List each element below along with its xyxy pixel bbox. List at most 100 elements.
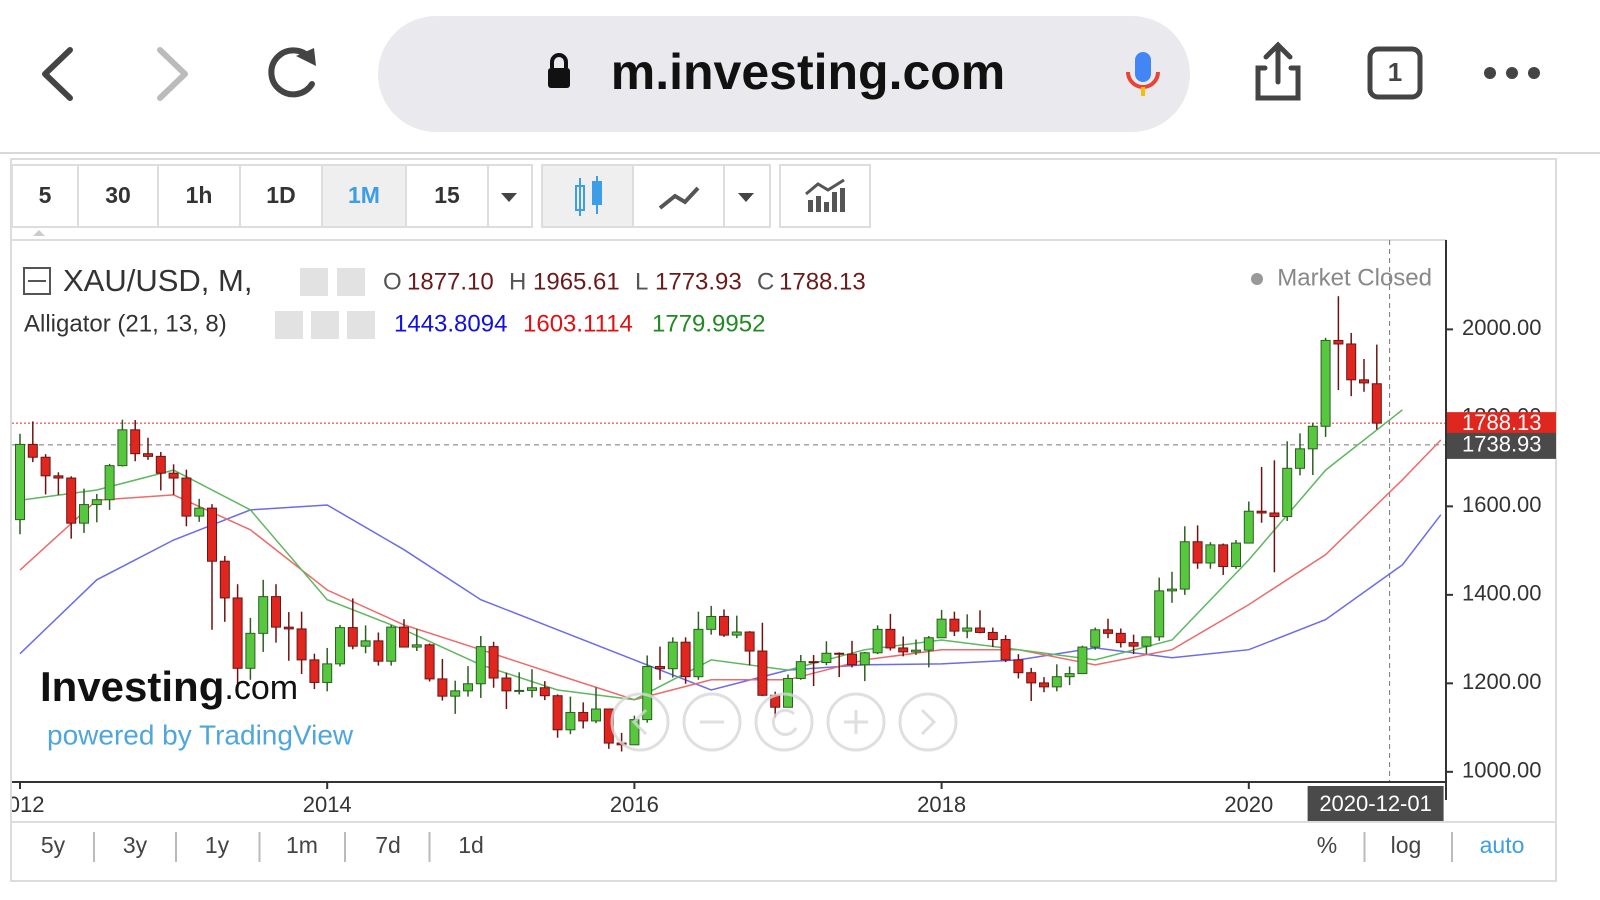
zoom-controls[interactable]	[610, 692, 958, 752]
candle-body	[296, 628, 307, 661]
candle-body	[1359, 379, 1369, 384]
x-tick-label: 2020	[1224, 792, 1273, 817]
candle-body	[373, 640, 384, 662]
interval-button[interactable]	[405, 164, 489, 228]
candle-body	[1141, 636, 1152, 647]
candle-body	[1115, 632, 1126, 644]
type-dropdown[interactable]	[738, 193, 754, 202]
candle-body	[898, 647, 909, 653]
interval-button[interactable]	[239, 164, 323, 228]
candle-body	[168, 472, 179, 479]
ohlc-value: 1773.93	[655, 268, 742, 295]
candle-body	[1346, 343, 1357, 381]
candle-body	[1051, 676, 1062, 688]
candle-body	[565, 712, 576, 731]
candle-body	[1307, 425, 1318, 450]
candle-body	[821, 652, 832, 664]
tabs-button[interactable]	[1367, 46, 1423, 100]
range-button[interactable]: 7d	[375, 832, 401, 858]
candle-body	[1320, 339, 1331, 427]
candle-body	[53, 475, 64, 479]
candle-body	[719, 616, 729, 636]
candle-body	[1077, 646, 1088, 675]
scale-option[interactable]: auto	[1480, 832, 1525, 858]
candle-body	[1295, 448, 1305, 469]
ohlc-value: 1788.13	[779, 268, 866, 295]
range-button[interactable]: 5y	[41, 832, 66, 858]
interval-label: 1D	[266, 182, 295, 208]
candle-body	[347, 627, 358, 647]
candle-body	[731, 631, 742, 636]
candle-body	[27, 443, 38, 458]
candles-button[interactable]	[543, 166, 633, 226]
candle-body	[322, 663, 333, 683]
interval-button[interactable]	[157, 164, 241, 228]
mic-icon[interactable]	[1126, 52, 1160, 96]
candle-body	[219, 560, 230, 599]
indicators-button[interactable]	[779, 164, 871, 228]
watermark-tagline: powered by TradingView	[47, 719, 354, 750]
share-button[interactable]	[1255, 41, 1301, 101]
candle-body	[66, 477, 77, 524]
candle-body	[872, 628, 883, 654]
candle-body	[885, 628, 896, 649]
interval-button[interactable]	[11, 164, 79, 228]
candle-body	[15, 443, 25, 521]
candle-body	[514, 689, 525, 692]
candle-body	[795, 661, 806, 679]
candle-body	[130, 429, 141, 455]
scale-option[interactable]: %	[1317, 832, 1337, 858]
candle-body	[987, 631, 998, 641]
candle-body	[1192, 541, 1203, 564]
candle-body	[923, 637, 934, 651]
y-tick-label: 1600.00	[1462, 492, 1542, 517]
ohlc-key: L	[635, 268, 648, 295]
line-button[interactable]	[658, 186, 700, 210]
indicator-name: Alligator (21, 13, 8)	[24, 310, 227, 337]
dropdown-arrow	[501, 193, 517, 202]
candle-body	[591, 708, 601, 722]
indicator-line	[19, 409, 1403, 701]
candle-body	[258, 596, 269, 634]
ohlc-key: C	[757, 268, 774, 295]
lock-icon	[548, 53, 570, 88]
indicator-value: 1779.9952	[652, 310, 765, 337]
candle-body	[527, 687, 537, 691]
candle-body	[1218, 544, 1229, 568]
candle-body	[309, 659, 320, 683]
crosshair-price-box	[1447, 432, 1556, 459]
plot-area	[12, 240, 1446, 782]
symbol: XAU/USD, M,	[63, 263, 252, 298]
range-button[interactable]: 1m	[286, 832, 318, 858]
interval-label: 30	[105, 182, 131, 208]
candle-body	[859, 652, 870, 666]
forward-button[interactable]	[157, 47, 188, 101]
range-button[interactable]: 3y	[123, 832, 148, 858]
scale-option[interactable]: log	[1391, 832, 1422, 858]
address-bar[interactable]	[378, 16, 1190, 132]
candle-body	[847, 653, 857, 666]
back-button[interactable]	[42, 47, 73, 101]
candle-body	[1231, 542, 1241, 568]
candle-body	[1013, 659, 1024, 674]
candle-body	[680, 641, 691, 678]
candle-body	[834, 652, 845, 655]
candle-body	[475, 646, 486, 685]
candle-body	[667, 641, 678, 670]
candle-body	[386, 626, 397, 662]
interval-button[interactable]	[321, 164, 407, 228]
candle-body	[539, 687, 550, 697]
range-button[interactable]: 1d	[458, 832, 484, 858]
x-tick-label: 2018	[917, 792, 966, 817]
candle-body	[181, 477, 192, 517]
candle-body	[1243, 510, 1254, 544]
candle-body	[1026, 672, 1037, 684]
reload-button[interactable]	[268, 47, 316, 98]
interval-label: 1h	[186, 182, 213, 208]
menu-button[interactable]	[1484, 67, 1540, 79]
collapse-icon[interactable]	[23, 267, 51, 295]
range-button[interactable]: 1y	[205, 832, 230, 858]
candle-body	[424, 644, 435, 680]
candle-body	[501, 677, 512, 692]
legend-icons[interactable]	[275, 268, 375, 339]
